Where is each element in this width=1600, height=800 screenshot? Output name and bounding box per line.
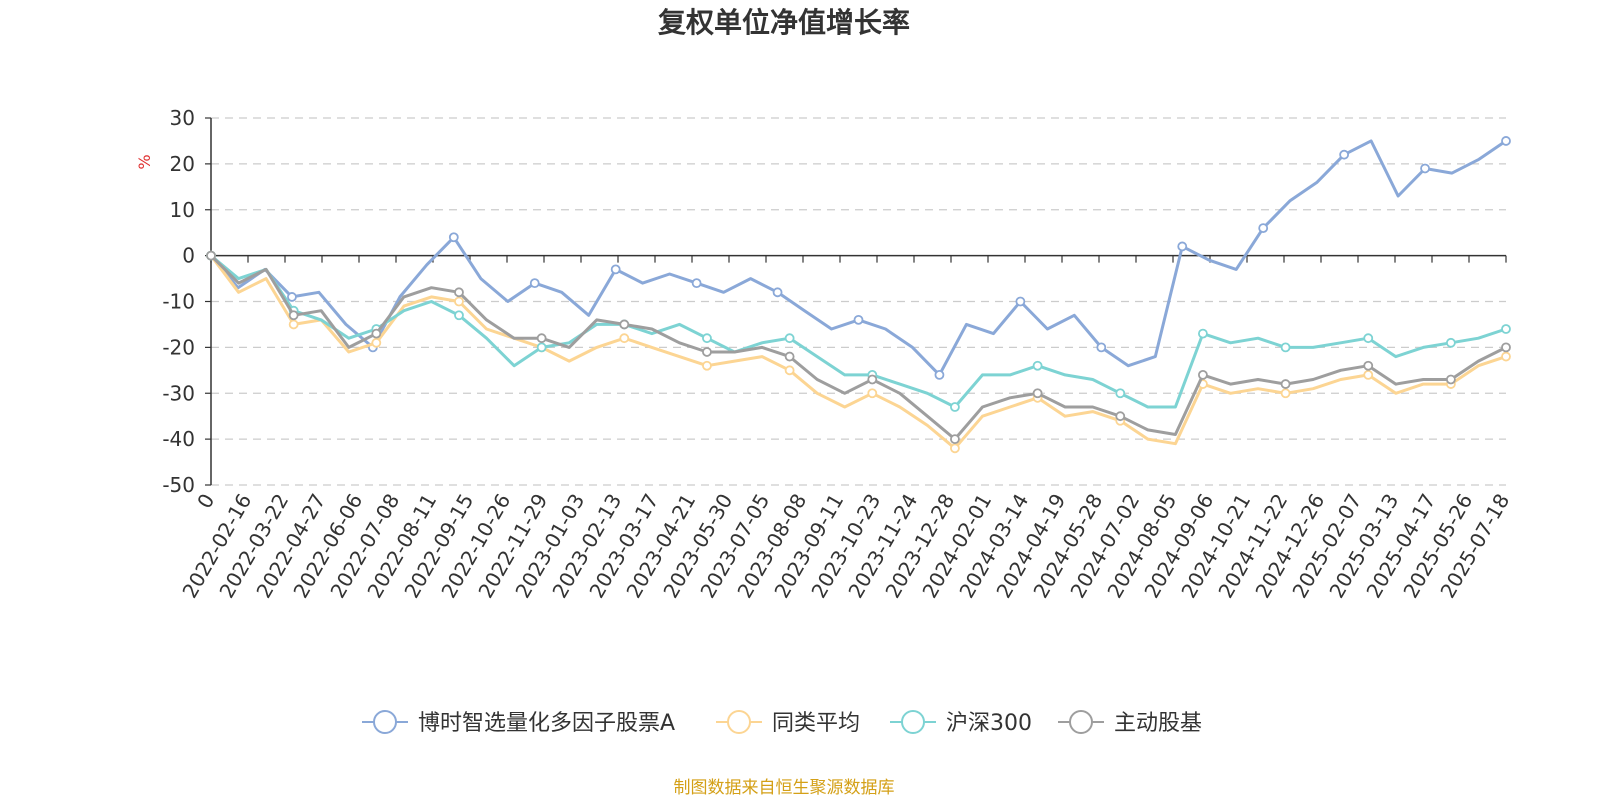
data-point (1501, 136, 1511, 146)
data-point (1363, 360, 1374, 371)
data-point (784, 333, 795, 344)
data-point (1501, 324, 1511, 334)
data-point (536, 342, 547, 353)
data-point (288, 319, 299, 330)
data-point (934, 369, 945, 380)
data-point (1420, 163, 1430, 174)
series-1 (206, 250, 1511, 454)
data-point (1501, 351, 1511, 362)
legend-item-2[interactable]: 沪深300 (890, 710, 1032, 736)
legend[interactable]: 博时智选量化多因子股票A 同类平均 沪深300 主动股基 (362, 710, 1202, 736)
source-note: 制图数据来自恒生聚源数据库 (674, 778, 895, 798)
data-point (853, 314, 864, 325)
data-point (772, 287, 783, 298)
legend-circle-icon (1069, 710, 1093, 734)
legend-circle-icon (373, 710, 397, 734)
data-point (1115, 388, 1126, 399)
data-point (1339, 149, 1350, 160)
data-point (288, 310, 299, 321)
data-point (206, 250, 216, 261)
data-point (784, 365, 795, 376)
data-point (702, 347, 712, 357)
data-point (702, 360, 712, 371)
data-point (1115, 411, 1126, 422)
chart-title: 复权单位净值增长率 (658, 6, 910, 39)
data-point (619, 319, 630, 330)
legend-label: 同类平均 (772, 711, 860, 736)
series-2 (206, 250, 1511, 412)
data-point (1032, 360, 1043, 371)
data-point (702, 333, 712, 344)
data-point (619, 333, 630, 344)
data-point (454, 296, 464, 307)
data-point (867, 374, 878, 385)
grid (211, 117, 1506, 486)
series-0 (206, 136, 1511, 380)
data-point (536, 333, 547, 344)
data-point (371, 328, 382, 339)
y-axis-unit: % (135, 154, 154, 169)
y-tick-label: -40 (162, 427, 195, 451)
x-axis-ticks: 02022-02-162022-03-222022-04-272022-06-0… (177, 255, 1514, 602)
data-point (1280, 388, 1291, 399)
legend-label: 主动股基 (1114, 711, 1202, 736)
data-point (371, 337, 382, 348)
data-point (1177, 241, 1188, 252)
data-point (1198, 369, 1208, 380)
data-point (1363, 333, 1374, 344)
data-point (1363, 369, 1374, 380)
data-point (1445, 374, 1456, 385)
data-point (950, 402, 960, 412)
data-point (610, 264, 621, 275)
y-tick-label: 30 (170, 106, 195, 130)
y-tick-label: -50 (162, 473, 195, 497)
y-tick-label: -30 (162, 381, 195, 405)
data-point (867, 388, 878, 399)
data-point (1445, 337, 1456, 348)
series-line (209, 139, 1507, 377)
data-point (454, 310, 464, 321)
data-point (287, 292, 297, 302)
legend-circle-icon (727, 710, 751, 734)
data-point (691, 278, 702, 289)
y-tick-label: 20 (170, 152, 195, 176)
data-point (1280, 379, 1291, 389)
legend-item-0[interactable]: 博时智选量化多因子股票A (362, 710, 675, 736)
y-tick-label: -20 (162, 335, 195, 359)
legend-item-3[interactable]: 主动股基 (1058, 710, 1202, 736)
series-lines (206, 136, 1511, 454)
legend-label: 沪深300 (946, 711, 1032, 736)
y-axis-ticks: 30 20 10 0 -10 -20 -30 -40 -50 (162, 106, 211, 497)
data-point (1096, 342, 1107, 353)
data-point (1280, 342, 1291, 353)
data-point (1501, 342, 1511, 353)
legend-circle-icon (901, 710, 925, 734)
data-point (1032, 388, 1043, 399)
data-point (454, 287, 464, 298)
data-point (1015, 296, 1026, 307)
data-point (950, 434, 960, 445)
data-point (1258, 223, 1269, 234)
legend-label: 博时智选量化多因子股票A (418, 711, 675, 736)
series-line (210, 254, 1507, 409)
data-point (1198, 328, 1208, 339)
series-3 (206, 250, 1511, 445)
data-point (529, 278, 540, 289)
legend-item-1[interactable]: 同类平均 (716, 710, 860, 736)
y-tick-label: 10 (170, 198, 195, 222)
x-tick-label: 0 (192, 490, 219, 513)
data-point (950, 443, 960, 454)
y-tick-label: -10 (162, 290, 195, 314)
data-point (448, 232, 459, 243)
data-point (784, 351, 795, 362)
y-tick-label: 0 (182, 244, 195, 268)
series-line (209, 254, 1507, 450)
